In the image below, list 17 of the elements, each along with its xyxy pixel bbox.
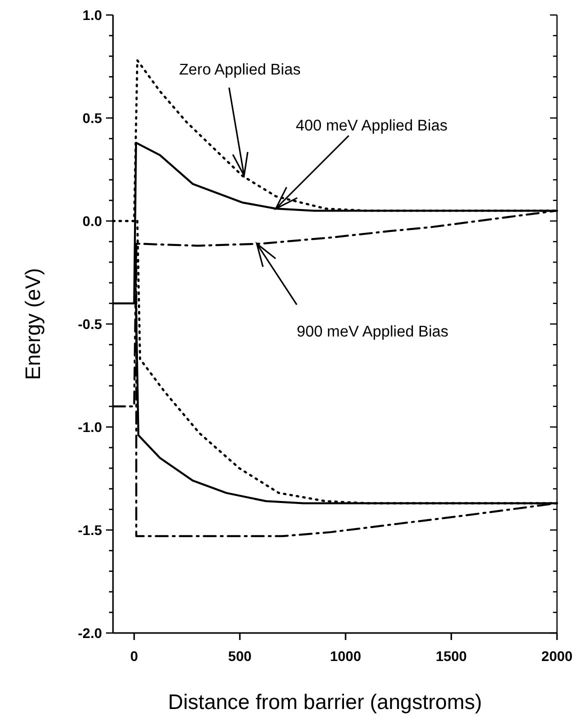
y-tick-label: 1.0 (82, 6, 102, 23)
y-axis-title: Energy (eV) (22, 268, 45, 380)
x-tick-label: 1000 (330, 648, 362, 664)
x-tick-label: 500 (228, 648, 252, 664)
x-tick-label: 1500 (436, 648, 468, 664)
y-tick-label: -2.0 (78, 624, 102, 641)
y-tick-label: -0.5 (78, 316, 102, 332)
y-tick-label: 0.5 (82, 110, 102, 126)
x-tick-label: 2000 (541, 648, 573, 664)
y-tick-label: -1.5 (78, 522, 102, 538)
annotation: 900 meV Applied Bias (296, 324, 449, 341)
x-axis-title: Distance from barrier (angstroms) (168, 691, 482, 714)
x-tick-label: 0 (130, 648, 138, 664)
annotation: Zero Applied Bias (179, 62, 301, 79)
y-tick-label: 0.0 (82, 212, 102, 229)
annotation: 400 meV Applied Bias (296, 118, 448, 135)
y-tick-label: -1.0 (78, 418, 102, 435)
